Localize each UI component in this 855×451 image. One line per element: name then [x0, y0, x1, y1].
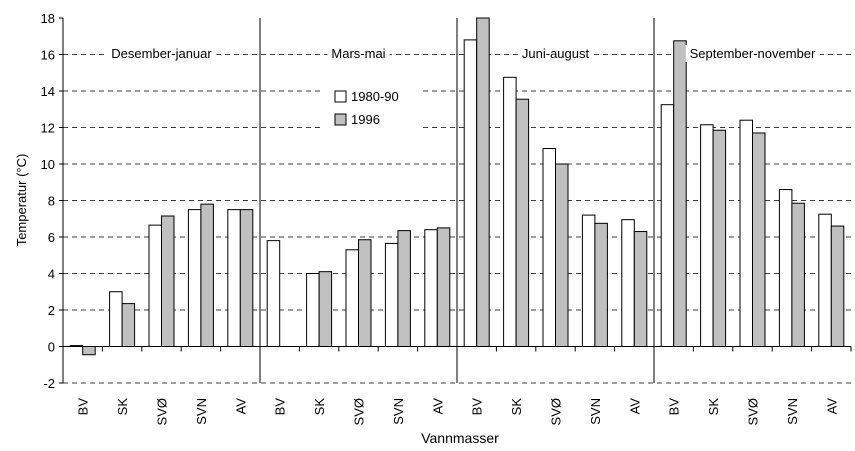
bar-1996-AV — [239, 209, 254, 348]
bar-1980-90-AV — [621, 219, 635, 347]
x-tick-label: SK — [706, 398, 721, 416]
bar-1996-SVN — [594, 222, 608, 347]
bar-1980-90-SVN — [187, 209, 202, 348]
bar-1980-90-SK — [503, 76, 517, 347]
x-tick-label: AV — [627, 398, 642, 415]
x-tick-labels: BV SK SVØ SVN AV BV SK SVØ SVN AV BV SK SVØ SVN AV BV SK… — [76, 398, 840, 426]
season-dividers — [259, 18, 655, 383]
bar-1996-SVØ — [358, 239, 372, 348]
bar-1996-AV — [436, 227, 451, 348]
bar-1980-90-SVN — [581, 214, 596, 347]
legend-swatch-1980-90 — [334, 90, 347, 103]
x-axis-label: Vannmasser — [421, 430, 499, 446]
bar-1996-SVN — [200, 203, 214, 347]
bar-1996-BV — [82, 346, 96, 356]
bar-1996-BV — [476, 17, 490, 347]
bar-1980-90-AV — [424, 229, 438, 347]
x-tick-label: SK — [509, 398, 524, 416]
y-axis-label: Temperatur (°C) — [14, 154, 29, 247]
bar-1980-90-SK — [109, 291, 123, 347]
bars — [69, 17, 845, 356]
bar-1996-SVØ — [161, 215, 175, 347]
x-tick-label: AV — [824, 398, 839, 415]
x-tick-label: SVØ — [155, 398, 170, 425]
x-tick-label: SVN — [588, 398, 603, 425]
bar-1980-90-AV — [227, 209, 241, 348]
bar-1996-SVØ — [752, 132, 766, 347]
bar-1980-90-SVN — [778, 189, 793, 347]
bar-1980-90-SK — [306, 273, 320, 347]
bar-1980-90-SVØ — [739, 119, 753, 347]
bar-1980-90-BV — [266, 240, 281, 347]
axes — [62, 18, 852, 383]
season-label-bg — [685, 45, 821, 62]
bar-1996-SK — [318, 271, 333, 347]
bar-1980-90-SK — [700, 124, 714, 348]
y-tick-label: 10 — [41, 157, 55, 172]
season-label: Juni-august — [522, 46, 590, 61]
y-tick-label: 8 — [48, 194, 55, 209]
y-tick-label: -2 — [43, 376, 55, 391]
bar-1996-SVØ — [555, 163, 569, 347]
x-tick-label: SVN — [194, 398, 209, 425]
legend-swatch-1996 — [334, 113, 347, 126]
bar-1980-90-SVØ — [542, 147, 556, 347]
legend-label-1996: 1996 — [351, 112, 380, 127]
y-tick-label: 0 — [48, 340, 55, 355]
x-tick-label: SVØ — [746, 398, 761, 425]
x-tick-label: AV — [430, 398, 445, 415]
bar-1980-90-AV — [818, 213, 832, 347]
season-labels: Desember-januar Mars-mai Juni-august Septem… — [107, 45, 821, 62]
y-tick-label: 16 — [41, 48, 55, 63]
bar-1996-SK — [712, 129, 727, 347]
y-tick-label: 14 — [41, 84, 55, 99]
bar-1996-BV — [673, 40, 687, 348]
y-tick-label: 12 — [41, 121, 55, 136]
x-tick-label: SK — [312, 398, 327, 416]
x-tick-label: SVØ — [549, 398, 564, 425]
bar-1980-90-BV — [463, 39, 478, 348]
legend: 1980-90 1996 — [323, 83, 421, 136]
season-label: September-november — [690, 46, 816, 61]
bar-1996-SK — [515, 98, 530, 347]
x-tick-label: BV — [76, 398, 91, 416]
bar-1996-SVN — [791, 202, 805, 347]
legend-label-1980-90: 1980-90 — [351, 89, 399, 104]
x-tick-label: BV — [273, 398, 288, 416]
y-tick-label: 2 — [48, 303, 55, 318]
season-label-bg — [517, 45, 594, 62]
bar-1980-90-BV — [660, 104, 675, 347]
x-tick-label: BV — [470, 398, 485, 416]
x-tick-label: SVN — [785, 398, 800, 425]
bar-1980-90-SVN — [384, 242, 399, 347]
y-tick-label: 6 — [48, 230, 55, 245]
bar-1980-90-SVØ — [345, 249, 359, 347]
season-label-bg — [107, 45, 217, 62]
bar-1996-AV — [830, 225, 845, 347]
bar-1996-AV — [633, 231, 648, 348]
bar-1996-SK — [121, 303, 136, 347]
x-tick-label: SK — [115, 398, 130, 416]
season-label: Mars-mai — [331, 46, 385, 61]
x-tick-label: SVN — [391, 398, 406, 425]
y-tick-label: 4 — [48, 267, 55, 282]
x-tick-label: AV — [233, 398, 248, 415]
y-tick-label: 18 — [41, 11, 55, 26]
bar-1980-90-SVØ — [148, 224, 162, 347]
x-tick-label: BV — [667, 398, 682, 416]
y-tick-labels: -2 0 2 4 6 8 10 12 14 16 18 — [41, 11, 63, 391]
season-label-bg — [327, 45, 390, 62]
season-label: Desember-januar — [111, 46, 212, 61]
x-tick-label: SVØ — [352, 398, 367, 425]
bar-1996-SVN — [397, 230, 411, 347]
